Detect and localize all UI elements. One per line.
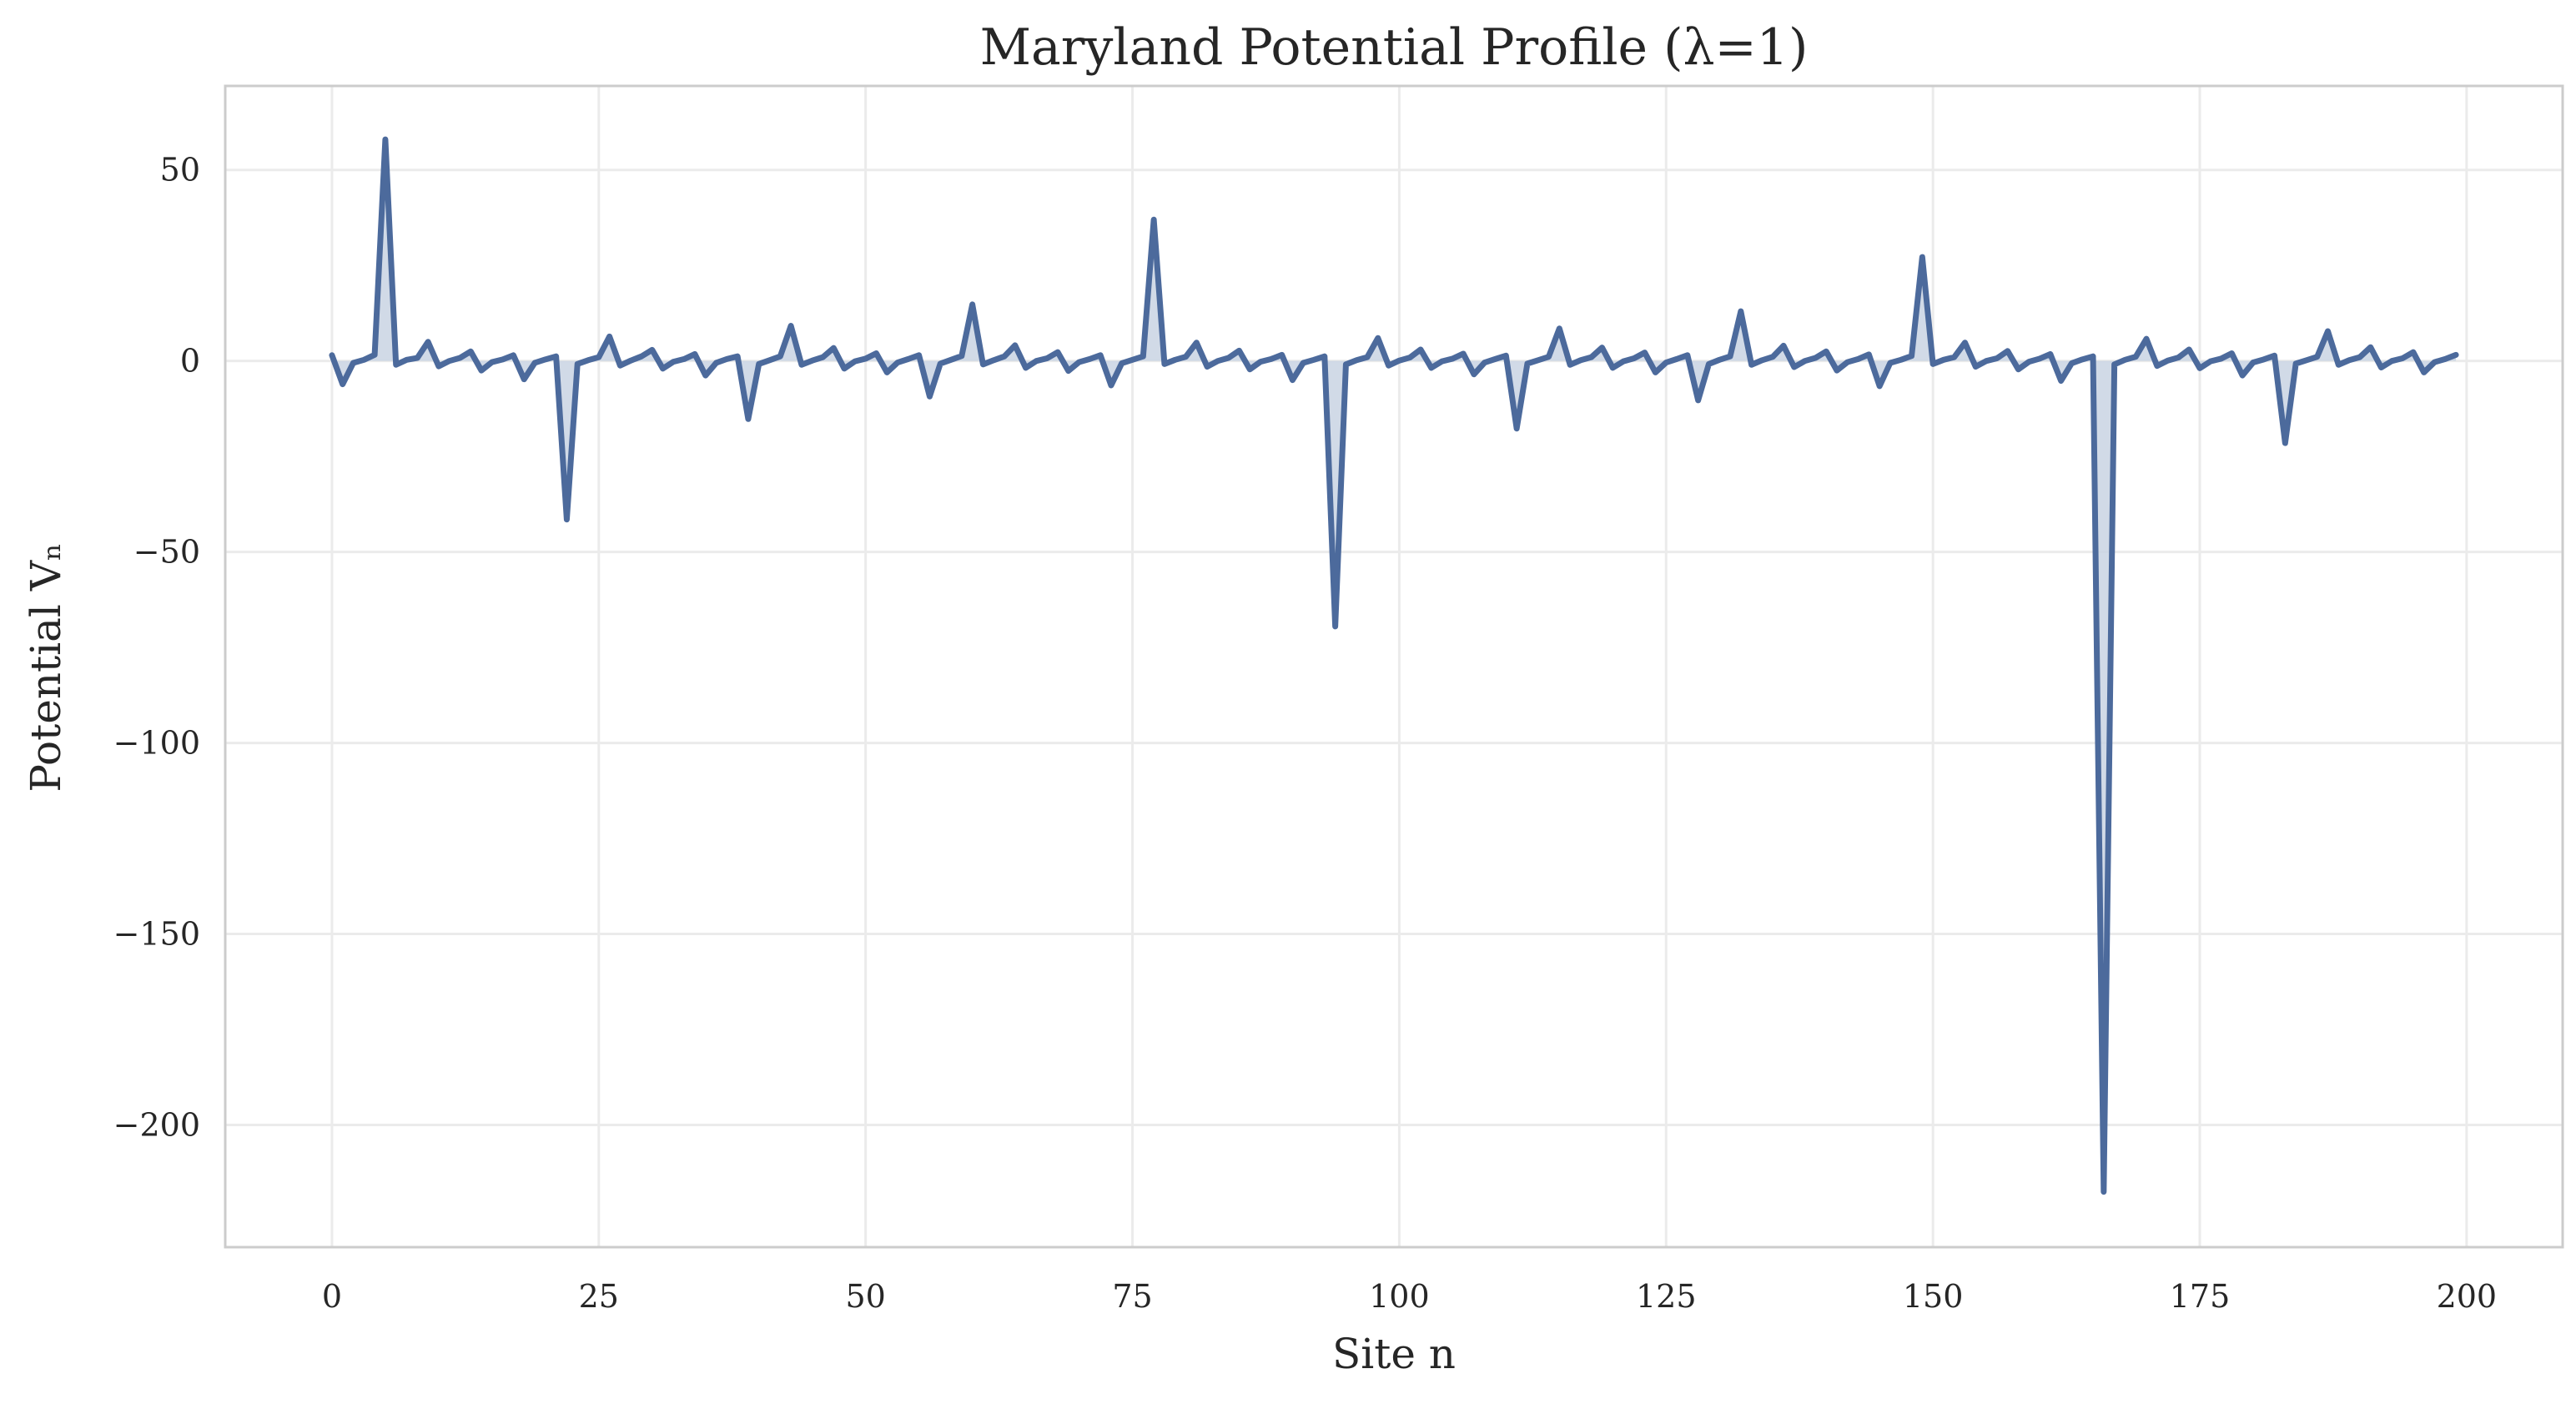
y-axis-label: Potential Vₙ bbox=[22, 542, 70, 792]
x-tick-label: 175 bbox=[2170, 1278, 2231, 1315]
y-tick-label: −50 bbox=[133, 534, 200, 571]
series-line bbox=[329, 136, 2459, 1195]
x-tick-label: 50 bbox=[845, 1278, 885, 1315]
y-tick-label: 0 bbox=[180, 343, 200, 380]
x-tick-label: 150 bbox=[1903, 1278, 1964, 1315]
x-tick-label: 0 bbox=[322, 1278, 342, 1315]
x-axis-label: Site n bbox=[1332, 1330, 1456, 1378]
y-tick-label: −200 bbox=[113, 1106, 200, 1143]
x-tick-label: 100 bbox=[1369, 1278, 1430, 1315]
x-tick-label: 25 bbox=[579, 1278, 619, 1315]
y-tick-label: −150 bbox=[113, 916, 200, 953]
x-tick-label: 200 bbox=[2437, 1278, 2498, 1315]
chart-title: Maryland Potential Profile (λ=1) bbox=[980, 18, 1809, 77]
series-lines bbox=[329, 136, 2459, 1195]
x-tick-label: 75 bbox=[1112, 1278, 1152, 1315]
y-tick-label: 50 bbox=[160, 152, 200, 189]
x-tick-labels: 0 25 50 75 100 125 150 175 200 bbox=[322, 1278, 2497, 1315]
plot-frame bbox=[224, 84, 2564, 1249]
y-tick-labels: 50 0 −50 −100 −150 −200 bbox=[113, 152, 200, 1144]
plot-area bbox=[225, 86, 2563, 1247]
y-tick-label: −100 bbox=[113, 725, 200, 762]
x-tick-label: 125 bbox=[1636, 1278, 1697, 1315]
